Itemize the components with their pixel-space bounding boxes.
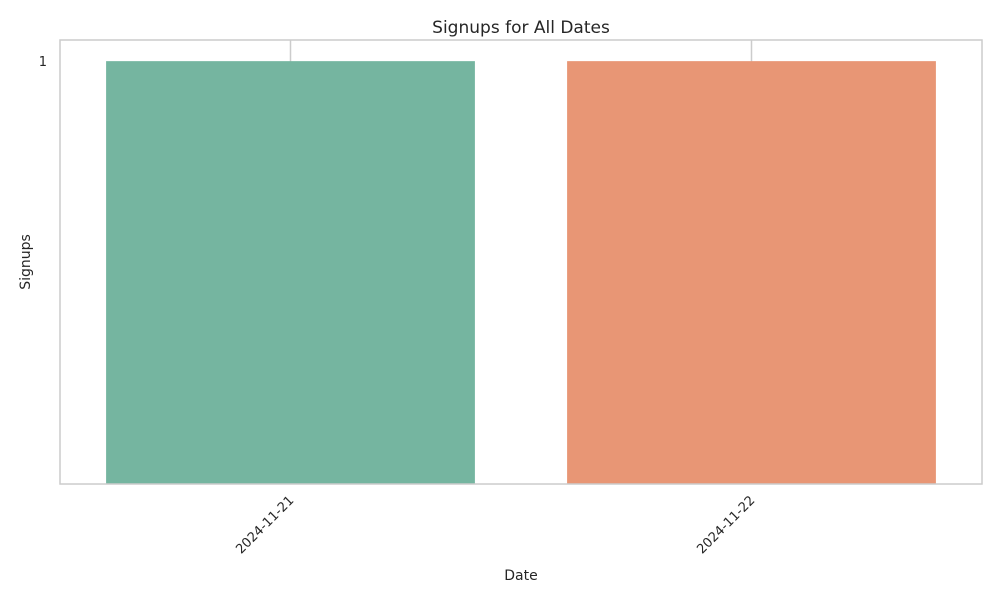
x-axis-label: Date [504, 568, 537, 584]
bar-2024-11-21 [106, 61, 475, 485]
y-axis-label: Signups [18, 234, 34, 290]
plot-frame [59, 39, 983, 485]
y-tick-labels: 1 [39, 55, 47, 70]
chart-title: Signups for All Dates [432, 18, 610, 38]
y-tick-label: 1 [39, 55, 47, 70]
bars [106, 61, 936, 485]
bar-2024-11-22 [567, 61, 936, 485]
